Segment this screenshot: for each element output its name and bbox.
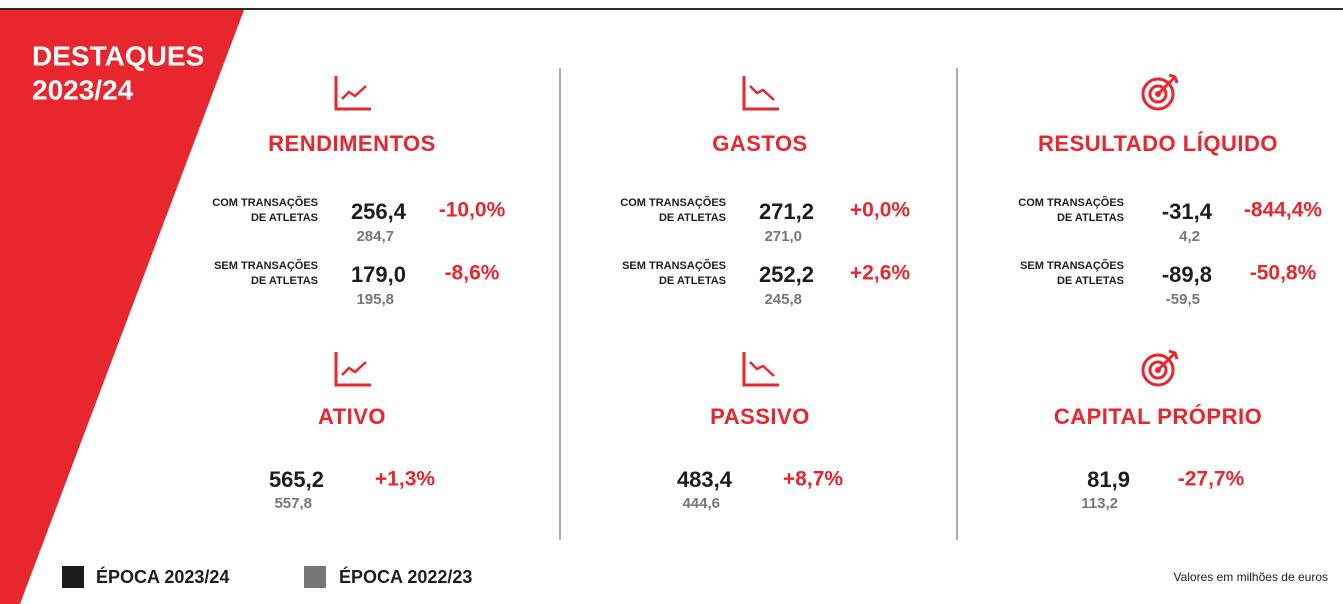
current-value: 179,0: [351, 262, 406, 287]
icon: [749, 361, 775, 377]
row-label: COM TRANSAÇÕES: [1018, 196, 1124, 209]
icon: [1141, 77, 1175, 111]
icon: [341, 361, 367, 376]
previous-value: 113,2: [1081, 495, 1118, 512]
icon: [334, 352, 371, 387]
icon: [1168, 349, 1179, 360]
red-banner: [0, 10, 244, 604]
title-line: DESTAQUES: [32, 40, 204, 71]
change: -8,6%: [445, 262, 500, 285]
section-title: ATIVO: [318, 404, 386, 429]
previous-value: 444,6: [682, 495, 720, 512]
icon: [749, 85, 775, 101]
row-label: DE ATLETAS: [659, 212, 726, 224]
change: +2,6%: [850, 262, 910, 285]
row-label: COM TRANSAÇÕES: [620, 196, 726, 209]
section-title: GASTOS: [712, 131, 808, 156]
row-label: DE ATLETAS: [251, 275, 318, 287]
section-title: RENDIMENTOS: [268, 131, 436, 156]
icon: [1141, 353, 1175, 387]
legend-swatch: [304, 566, 326, 588]
row-label: DE ATLETAS: [659, 275, 726, 287]
change: -27,7%: [1178, 468, 1245, 491]
legend-swatch: [62, 566, 84, 588]
title-line: 2023/24: [32, 74, 134, 105]
current-value: 565,2: [269, 467, 324, 492]
icon: [1156, 352, 1176, 372]
icon: [1168, 73, 1179, 84]
row-label: DE ATLETAS: [1057, 275, 1124, 287]
icon: [1148, 84, 1168, 104]
previous-value: 557,8: [274, 495, 312, 512]
change: +8,7%: [783, 468, 843, 491]
current-value: 252,2: [759, 262, 814, 287]
icon: [334, 76, 371, 111]
section-title: CAPITAL PRÓPRIO: [1054, 404, 1262, 429]
previous-value: 245,8: [764, 291, 802, 308]
change: -844,4%: [1244, 199, 1323, 222]
row-label: DE ATLETAS: [251, 212, 318, 224]
icon: [742, 352, 779, 387]
previous-value: 4,2: [1179, 228, 1200, 245]
icon: [742, 76, 779, 111]
current-value: -31,4: [1162, 199, 1213, 224]
current-value: 271,2: [759, 199, 814, 224]
legend-label: ÉPOCA 2022/23: [339, 566, 472, 587]
current-value: 256,4: [351, 199, 407, 224]
change: -10,0%: [439, 199, 506, 222]
section-title: RESULTADO LÍQUIDO: [1038, 131, 1278, 156]
change: -50,8%: [1250, 262, 1317, 285]
previous-value: 271,0: [764, 228, 802, 245]
change: +1,3%: [375, 468, 435, 491]
row-label: SEM TRANSAÇÕES: [214, 259, 318, 272]
change: +0,0%: [850, 199, 910, 222]
row-label: DE ATLETAS: [1057, 212, 1124, 224]
section-title: PASSIVO: [710, 404, 810, 429]
current-value: -89,8: [1162, 262, 1212, 287]
previous-value: -59,5: [1166, 291, 1200, 308]
previous-value: 284,7: [356, 228, 394, 245]
row-label: SEM TRANSAÇÕES: [622, 259, 726, 272]
legend-label: ÉPOCA 2023/24: [96, 566, 229, 587]
previous-value: 195,8: [356, 291, 394, 308]
icon: [341, 85, 367, 100]
icon: [1148, 360, 1168, 380]
footnote: Valores em milhões de euros: [1173, 570, 1328, 584]
row-label: SEM TRANSAÇÕES: [1020, 259, 1124, 272]
current-value: 483,4: [677, 467, 733, 492]
icon: [1156, 76, 1176, 96]
row-label: COM TRANSAÇÕES: [212, 196, 318, 209]
current-value: 81,9: [1087, 467, 1130, 492]
